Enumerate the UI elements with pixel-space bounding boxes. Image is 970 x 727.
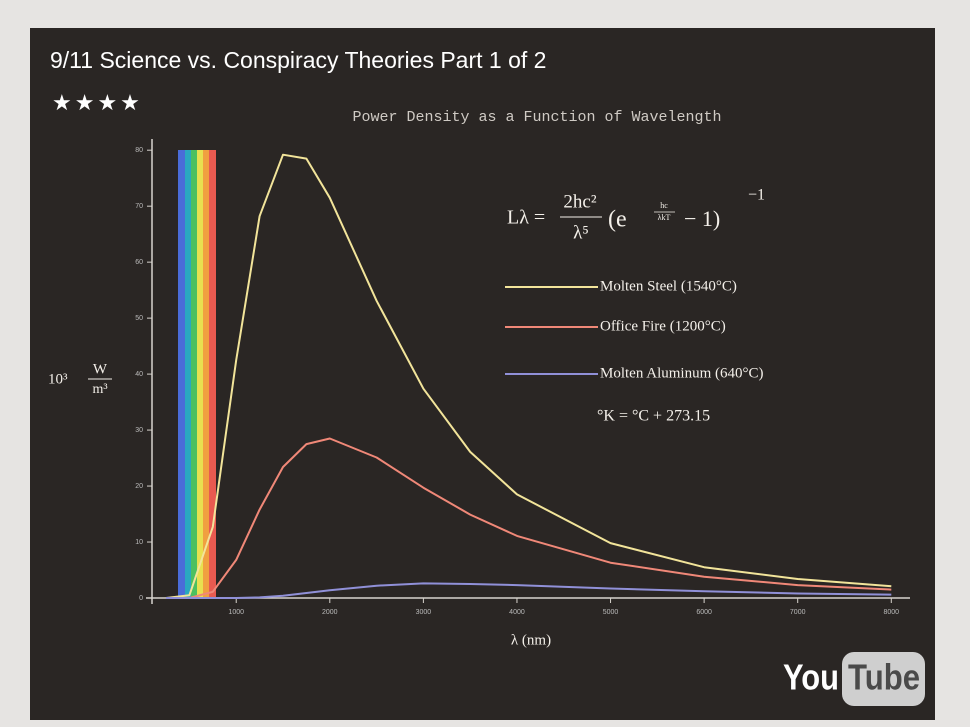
spectrum-band	[197, 150, 203, 598]
y-tick-label: 30	[135, 427, 143, 434]
formula-numerator: 2hc²	[563, 191, 596, 212]
x-tick-label: 1000	[228, 609, 244, 616]
formula-close: − 1)	[684, 206, 720, 231]
formula-lhs: Lλ =	[507, 207, 545, 229]
formula-denominator: λ⁵	[573, 222, 589, 243]
video-rating: ★★★★	[52, 90, 143, 115]
y-tick-label: 0	[139, 595, 143, 602]
x-tick-label: 8000	[883, 609, 899, 616]
y-tick-label: 40	[135, 371, 143, 378]
formula: Lλ = 2hc² λ⁵ (e hc λkT − 1) −1	[507, 187, 765, 244]
series-line	[166, 582, 892, 599]
spectrum-band	[203, 150, 209, 598]
x-label: λ (nm)	[511, 632, 551, 648]
formula-exp-den: λkT	[658, 213, 671, 222]
y-label-denominator: m³	[92, 382, 107, 397]
y-tick-label: 70	[135, 203, 143, 210]
y-label-prefix: 10³	[48, 371, 68, 387]
series-line	[166, 437, 892, 599]
logo-box	[842, 652, 925, 706]
x-tick-label: 2000	[322, 609, 338, 616]
legend-label: Molten Steel (1540°C)	[600, 278, 737, 294]
visible-spectrum	[178, 150, 216, 598]
formula-open: (e	[608, 207, 627, 233]
formula-power: −1	[748, 187, 765, 204]
video-frame	[30, 28, 935, 720]
y-tick-label: 80	[135, 147, 143, 154]
annotation: °K = °C + 273.15	[597, 408, 710, 425]
formula-exp-num: hc	[660, 201, 668, 210]
chart-subtitle: Power Density as a Function of Wavelengt…	[352, 109, 721, 126]
logo-left: You	[783, 657, 839, 698]
y-tick-label: 60	[135, 259, 143, 266]
x-tick-label: 4000	[509, 609, 525, 616]
video-title: 9/11 Science vs. Conspiracy Theories Par…	[50, 47, 546, 73]
spectrum-band	[191, 150, 197, 598]
x-tick-label: 3000	[416, 609, 432, 616]
logo-right: Tube	[848, 657, 920, 698]
x-tick-label: 6000	[696, 609, 712, 616]
y-label-numerator: W	[93, 361, 108, 377]
spectrum-band	[209, 150, 216, 598]
series-line	[165, 153, 892, 599]
y-tick-label: 50	[135, 315, 143, 322]
y-tick-label: 20	[135, 483, 143, 490]
y-tick-label: 10	[135, 539, 143, 546]
youtube-logo: You Tube	[783, 652, 925, 706]
spectrum-band	[185, 150, 191, 598]
spectrum-band	[178, 150, 185, 598]
x-tick-label: 5000	[603, 609, 619, 616]
legend-label: Molten Aluminum (640°C)	[600, 365, 764, 381]
x-tick-label: 7000	[790, 609, 806, 616]
legend-label: Office Fire (1200°C)	[600, 318, 726, 334]
